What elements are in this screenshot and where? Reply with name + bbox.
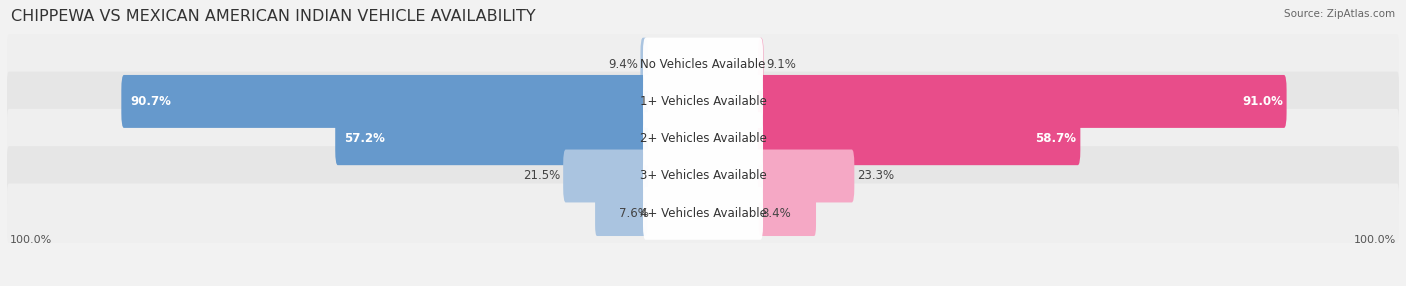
FancyBboxPatch shape [759, 190, 815, 236]
Text: 100.0%: 100.0% [1354, 235, 1396, 245]
Text: 4+ Vehicles Available: 4+ Vehicles Available [640, 207, 766, 220]
Text: 58.7%: 58.7% [1036, 132, 1077, 145]
FancyBboxPatch shape [7, 183, 1399, 243]
Text: Source: ZipAtlas.com: Source: ZipAtlas.com [1284, 9, 1395, 19]
FancyBboxPatch shape [758, 75, 1286, 128]
FancyBboxPatch shape [7, 34, 1399, 94]
FancyBboxPatch shape [643, 150, 763, 202]
Text: 21.5%: 21.5% [523, 170, 561, 182]
Text: 9.4%: 9.4% [607, 58, 638, 71]
FancyBboxPatch shape [7, 72, 1399, 131]
Text: No Vehicles Available: No Vehicles Available [640, 58, 766, 71]
FancyBboxPatch shape [758, 112, 1080, 165]
Text: 23.3%: 23.3% [856, 170, 894, 182]
Text: CHIPPEWA VS MEXICAN AMERICAN INDIAN VEHICLE AVAILABILITY: CHIPPEWA VS MEXICAN AMERICAN INDIAN VEHI… [11, 9, 536, 23]
FancyBboxPatch shape [7, 109, 1399, 168]
FancyBboxPatch shape [595, 190, 647, 236]
Text: 2+ Vehicles Available: 2+ Vehicles Available [640, 132, 766, 145]
FancyBboxPatch shape [643, 38, 763, 91]
Text: 7.6%: 7.6% [620, 207, 650, 220]
FancyBboxPatch shape [643, 112, 763, 165]
FancyBboxPatch shape [643, 75, 763, 128]
FancyBboxPatch shape [643, 187, 763, 240]
FancyBboxPatch shape [335, 112, 648, 165]
FancyBboxPatch shape [640, 38, 648, 91]
FancyBboxPatch shape [758, 150, 855, 202]
Text: 8.4%: 8.4% [762, 207, 792, 220]
Text: 100.0%: 100.0% [10, 235, 52, 245]
Text: 91.0%: 91.0% [1241, 95, 1282, 108]
FancyBboxPatch shape [7, 146, 1399, 206]
FancyBboxPatch shape [121, 75, 648, 128]
FancyBboxPatch shape [758, 38, 763, 91]
Text: 3+ Vehicles Available: 3+ Vehicles Available [640, 170, 766, 182]
Text: 90.7%: 90.7% [131, 95, 172, 108]
Text: 1+ Vehicles Available: 1+ Vehicles Available [640, 95, 766, 108]
FancyBboxPatch shape [564, 150, 648, 202]
Text: 57.2%: 57.2% [344, 132, 385, 145]
Text: 9.1%: 9.1% [766, 58, 796, 71]
